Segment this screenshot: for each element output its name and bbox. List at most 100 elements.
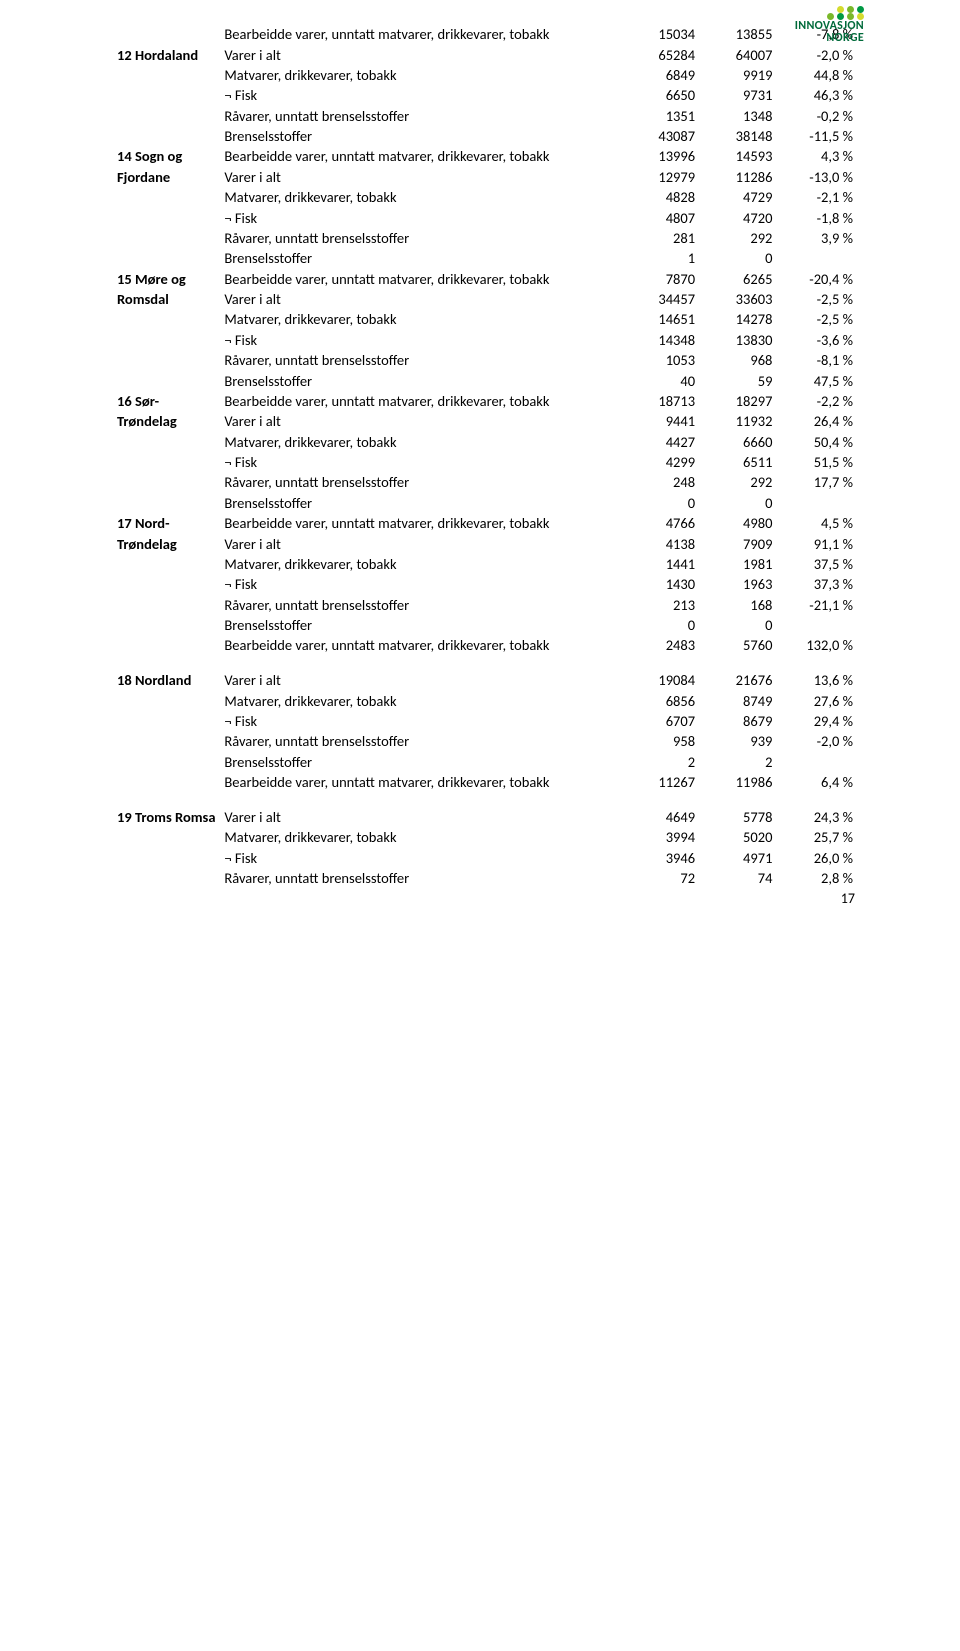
table-row: Brenselsstoffer00 [115, 615, 855, 635]
table-row: Råvarer, unntatt brenselsstoffer24829217… [115, 472, 855, 492]
table-row: 17 Nord-Bearbeidde varer, unntatt matvar… [115, 513, 855, 533]
table-row: 15 Møre ogBearbeidde varer, unntatt matv… [115, 269, 855, 289]
row-label: Bearbeidde varer, unntatt matvarer, drik… [222, 391, 619, 411]
value-pct: 27,6 % [774, 690, 855, 710]
logo-dot-icon [857, 6, 864, 13]
region-name [115, 309, 222, 329]
row-label: Bearbeidde varer, unntatt matvarer, drik… [222, 146, 619, 166]
value-pct [774, 493, 855, 513]
row-label: Varer i alt [222, 167, 619, 187]
table-row: TrøndelagVarer i alt4138790991,1 % [115, 533, 855, 553]
spacer-row [115, 792, 855, 806]
value-pct: 3,9 % [774, 228, 855, 248]
value-1: 1053 [620, 350, 697, 370]
value-1: 65284 [620, 44, 697, 64]
table-row: Matvarer, drikkevarer, tobakk1441198137,… [115, 554, 855, 574]
row-label: ¬ Fisk [222, 711, 619, 731]
value-1: 6707 [620, 711, 697, 731]
value-2: 5760 [697, 635, 774, 655]
value-2: 38148 [697, 126, 774, 146]
value-pct: 91,1 % [774, 533, 855, 553]
value-1: 0 [620, 615, 697, 635]
table-row: Råvarer, unntatt brenselsstoffer958939-2… [115, 731, 855, 751]
value-2: 14278 [697, 309, 774, 329]
region-name [115, 207, 222, 227]
value-1: 9441 [620, 411, 697, 431]
row-label: Råvarer, unntatt brenselsstoffer [222, 595, 619, 615]
row-label: Bearbeidde varer, unntatt matvarer, drik… [222, 513, 619, 533]
row-label: Matvarer, drikkevarer, tobakk [222, 827, 619, 847]
value-1: 0 [620, 493, 697, 513]
region-name [115, 330, 222, 350]
table-row: ¬ Fisk6650973146,3 % [115, 85, 855, 105]
region-name [115, 690, 222, 710]
table-row: Brenselsstoffer4308738148-11,5 % [115, 126, 855, 146]
value-2: 13830 [697, 330, 774, 350]
value-2: 4980 [697, 513, 774, 533]
value-pct: -2,1 % [774, 187, 855, 207]
value-1: 4138 [620, 533, 697, 553]
value-pct: 26,4 % [774, 411, 855, 431]
value-pct [774, 752, 855, 772]
table-row: Råvarer, unntatt brenselsstoffer72742,8 … [115, 868, 855, 888]
value-2: 21676 [697, 670, 774, 690]
value-2: 0 [697, 248, 774, 268]
region-name [115, 452, 222, 472]
logo-dot-icon [837, 6, 844, 13]
row-label: ¬ Fisk [222, 330, 619, 350]
value-1: 18713 [620, 391, 697, 411]
value-pct: -11,5 % [774, 126, 855, 146]
value-1: 1441 [620, 554, 697, 574]
value-1: 4427 [620, 432, 697, 452]
table-row: ¬ Fisk6707867929,4 % [115, 711, 855, 731]
value-2: 64007 [697, 44, 774, 64]
value-1: 281 [620, 228, 697, 248]
value-1: 2 [620, 752, 697, 772]
row-label: Bearbeidde varer, unntatt matvarer, drik… [222, 635, 619, 655]
value-1: 1351 [620, 106, 697, 126]
region-name [115, 248, 222, 268]
value-1: 3946 [620, 847, 697, 867]
value-1: 6849 [620, 65, 697, 85]
value-2: 1348 [697, 106, 774, 126]
table-row: Matvarer, drikkevarer, tobakk3994502025,… [115, 827, 855, 847]
value-1: 4766 [620, 513, 697, 533]
row-label: Matvarer, drikkevarer, tobakk [222, 309, 619, 329]
region-name [115, 187, 222, 207]
value-2: 5020 [697, 827, 774, 847]
value-pct: 47,5 % [774, 370, 855, 390]
table-row: 16 Sør-Bearbeidde varer, unntatt matvare… [115, 391, 855, 411]
value-2: 74 [697, 868, 774, 888]
spacer-cell [115, 656, 855, 670]
spacer-row [115, 656, 855, 670]
value-2: 5778 [697, 807, 774, 827]
region-name [115, 370, 222, 390]
value-1: 6650 [620, 85, 697, 105]
row-label: Matvarer, drikkevarer, tobakk [222, 187, 619, 207]
table-row: ¬ Fisk1434813830-3,6 % [115, 330, 855, 350]
value-pct: 13,6 % [774, 670, 855, 690]
region-name: 18 Nordland [115, 670, 222, 690]
value-2: 4729 [697, 187, 774, 207]
value-pct: -2,0 % [774, 44, 855, 64]
row-label: Råvarer, unntatt brenselsstoffer [222, 868, 619, 888]
value-2: 33603 [697, 289, 774, 309]
region-name: 12 Hordaland [115, 44, 222, 64]
row-label: ¬ Fisk [222, 207, 619, 227]
value-1: 248 [620, 472, 697, 492]
region-name [115, 65, 222, 85]
logo-dots-icon [795, 6, 864, 20]
table-row: FjordaneVarer i alt1297911286-13,0 % [115, 167, 855, 187]
table-row: RomsdalVarer i alt3445733603-2,5 % [115, 289, 855, 309]
value-1: 34457 [620, 289, 697, 309]
value-2: 292 [697, 228, 774, 248]
value-pct: -0,2 % [774, 106, 855, 126]
value-2: 168 [697, 595, 774, 615]
table-row: Råvarer, unntatt brenselsstoffer213168-2… [115, 595, 855, 615]
region-name [115, 350, 222, 370]
row-label: Brenselsstoffer [222, 370, 619, 390]
table-row: Matvarer, drikkevarer, tobakk4427666050,… [115, 432, 855, 452]
region-name [115, 126, 222, 146]
value-2: 13855 [697, 24, 774, 44]
row-label: ¬ Fisk [222, 847, 619, 867]
